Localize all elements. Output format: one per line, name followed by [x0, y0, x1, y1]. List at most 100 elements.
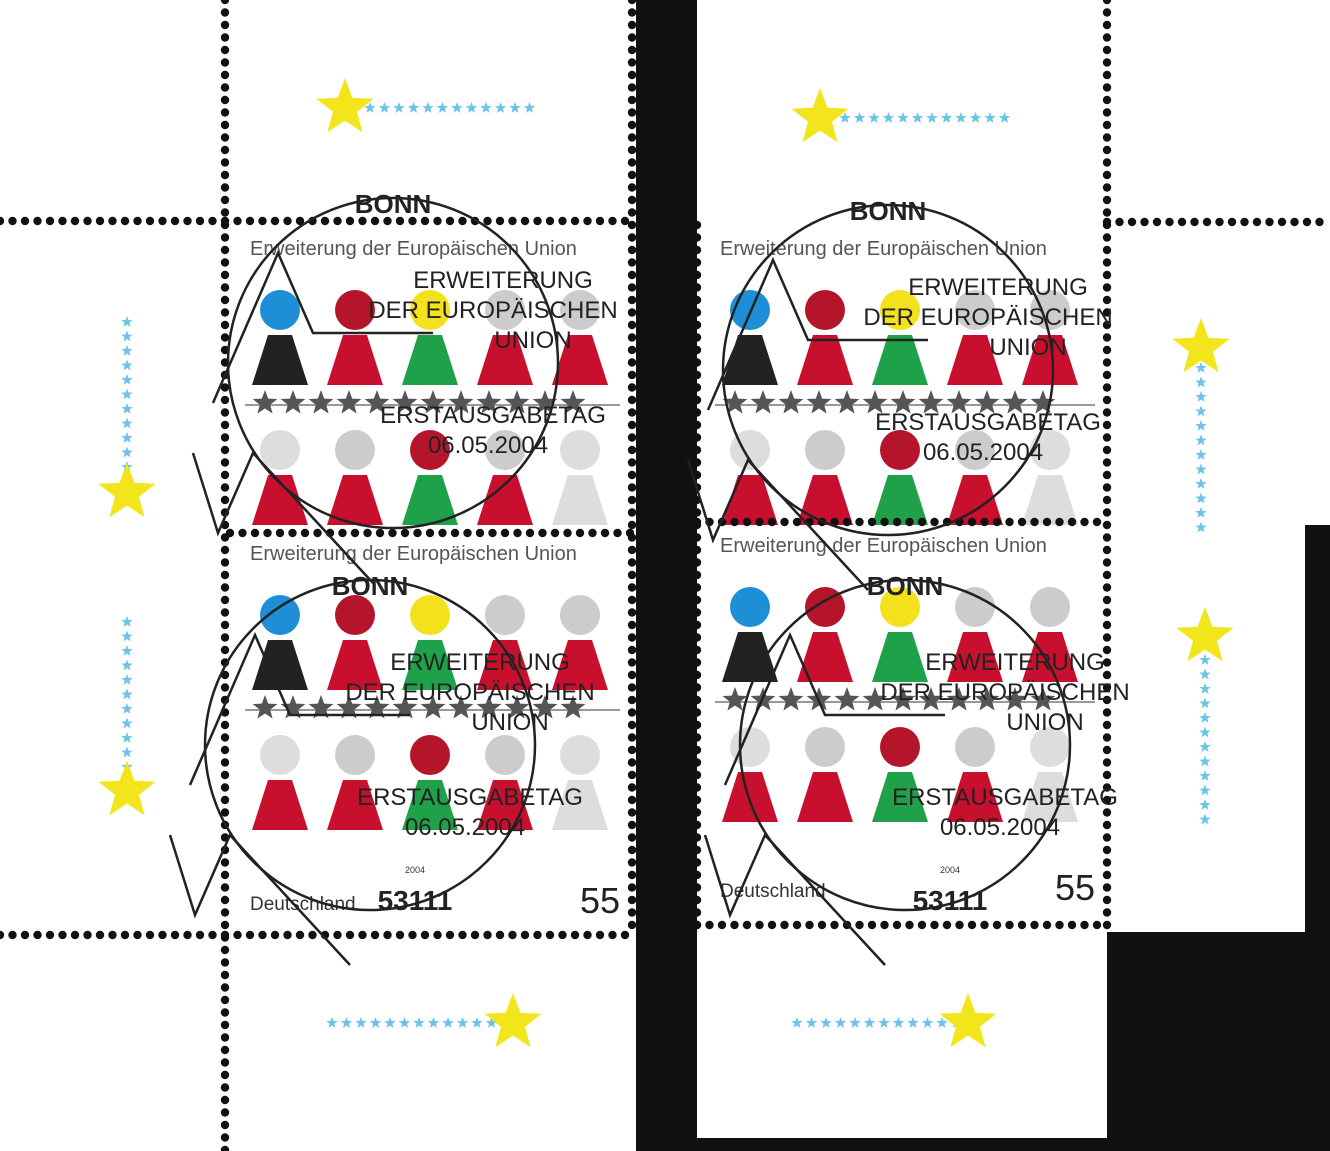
- perforation-hole: [583, 930, 592, 940]
- eu-star-icon: [1002, 687, 1028, 711]
- perforation-hole: [692, 833, 702, 842]
- eu-star-icon: [532, 695, 558, 719]
- postmark-city: BONN: [850, 196, 927, 226]
- perforation-hole: [692, 845, 702, 855]
- figure-head: [730, 587, 770, 627]
- eu-star-icon: [392, 695, 418, 719]
- perforation-hole: [220, 320, 230, 330]
- perforation-hole: [620, 930, 630, 940]
- perforation-hole: [1102, 495, 1112, 505]
- eu-star-icon: [280, 695, 306, 719]
- small-star-icon: [897, 112, 909, 123]
- perforation-hole: [120, 930, 130, 940]
- perforation-hole: [220, 458, 230, 467]
- perforation-hole: [120, 216, 130, 226]
- postmark-date: 06.05.2004: [940, 814, 1060, 841]
- small-star-icon: [121, 717, 133, 729]
- small-star-icon: [1195, 507, 1207, 518]
- perforation-hole: [1102, 508, 1112, 517]
- eu-star-icon: [448, 390, 474, 414]
- figure-body: [872, 335, 928, 385]
- eu-star-icon: [476, 390, 502, 414]
- perforation-hole: [692, 258, 702, 267]
- perforation-hole: [627, 570, 637, 580]
- small-star-icon: [1199, 712, 1211, 723]
- perforation-hole: [627, 433, 637, 442]
- perforation-hole: [1102, 645, 1112, 655]
- perforation-hole: [220, 720, 230, 730]
- small-star-icon: [1199, 668, 1211, 680]
- figure-head: [410, 595, 450, 635]
- perforation-hole: [470, 930, 480, 940]
- perforation-hole: [627, 720, 637, 730]
- postmark-star-outline: [686, 457, 869, 591]
- postmark-star-outline: [703, 832, 886, 966]
- small-star-icon: [984, 112, 996, 123]
- perforation-hole: [692, 458, 702, 467]
- perforation-hole: [692, 558, 702, 567]
- small-star-icon: [911, 112, 924, 123]
- small-star-icon: [436, 102, 449, 113]
- eu-star-icon: [336, 695, 362, 719]
- perforation-hole: [627, 745, 637, 755]
- perforation-hole: [627, 883, 637, 892]
- perforation-hole: [20, 930, 30, 940]
- perforation-hole: [692, 520, 702, 530]
- perforation-hole: [158, 216, 167, 226]
- perforation-hole: [1102, 320, 1112, 330]
- eu-star-icon: [791, 88, 849, 143]
- perforation-hole: [425, 528, 435, 538]
- figure-head: [485, 290, 525, 330]
- perforation-hole: [20, 216, 30, 226]
- perforation-hole: [692, 508, 702, 517]
- perforation-hole: [692, 595, 702, 605]
- figure-body: [552, 640, 608, 690]
- perforation-hole: [692, 683, 702, 692]
- eu-star-icon: [252, 695, 278, 719]
- perforation-hole: [1102, 808, 1112, 817]
- figure-body: [722, 632, 778, 682]
- postmark-text: DER EUROPÄISCHEN: [863, 304, 1112, 331]
- perforation-hole: [627, 183, 637, 192]
- figure-head: [1030, 727, 1070, 767]
- perforation-hole: [942, 920, 952, 930]
- perforation-hole: [692, 870, 702, 880]
- perforation-hole: [627, 395, 637, 405]
- perforation-hole: [225, 528, 235, 538]
- perforation-hole: [220, 595, 230, 605]
- perforation-hole: [8, 216, 17, 226]
- perforation-hole: [892, 920, 902, 930]
- eu-star-icon: [750, 390, 776, 414]
- small-star-icon: [465, 102, 478, 113]
- perforation-hole: [627, 695, 637, 705]
- perforation-hole: [70, 216, 80, 226]
- figure-body: [797, 772, 853, 822]
- postmark-ring: [203, 578, 537, 912]
- perforation-hole: [220, 258, 230, 267]
- perforation-hole: [258, 930, 267, 940]
- perforation-hole: [1102, 208, 1112, 217]
- perforation-hole: [692, 233, 702, 242]
- stamp-header: Erweiterung der Europäischen Union: [250, 238, 577, 260]
- perforation-hole: [238, 528, 247, 538]
- figure-head: [485, 430, 525, 470]
- perforation-hole: [70, 930, 80, 940]
- eu-star-icon: [98, 761, 156, 816]
- figure-body: [477, 475, 533, 525]
- small-star-icon: [340, 1017, 353, 1028]
- small-star-icon: [820, 1017, 832, 1028]
- perforation-hole: [220, 145, 230, 155]
- small-star-icon: [1195, 420, 1207, 431]
- perforation-hole: [692, 758, 702, 767]
- perforation-hole: [220, 570, 230, 580]
- perforation-hole: [95, 930, 105, 940]
- postmark: BONN ERWEITERUNG DER EUROPÄISCHEN UNION ERST…: [703, 571, 1130, 966]
- perforation-hole: [220, 770, 230, 780]
- perforation-hole: [1102, 8, 1112, 17]
- figure-body: [402, 335, 458, 385]
- stamp-header: Erweiterung der Europäischen Union: [720, 535, 1047, 557]
- perforation-hole: [220, 1070, 230, 1080]
- perforation-hole: [692, 608, 702, 617]
- perforation-hole: [692, 320, 702, 330]
- perforation-hole: [108, 930, 117, 940]
